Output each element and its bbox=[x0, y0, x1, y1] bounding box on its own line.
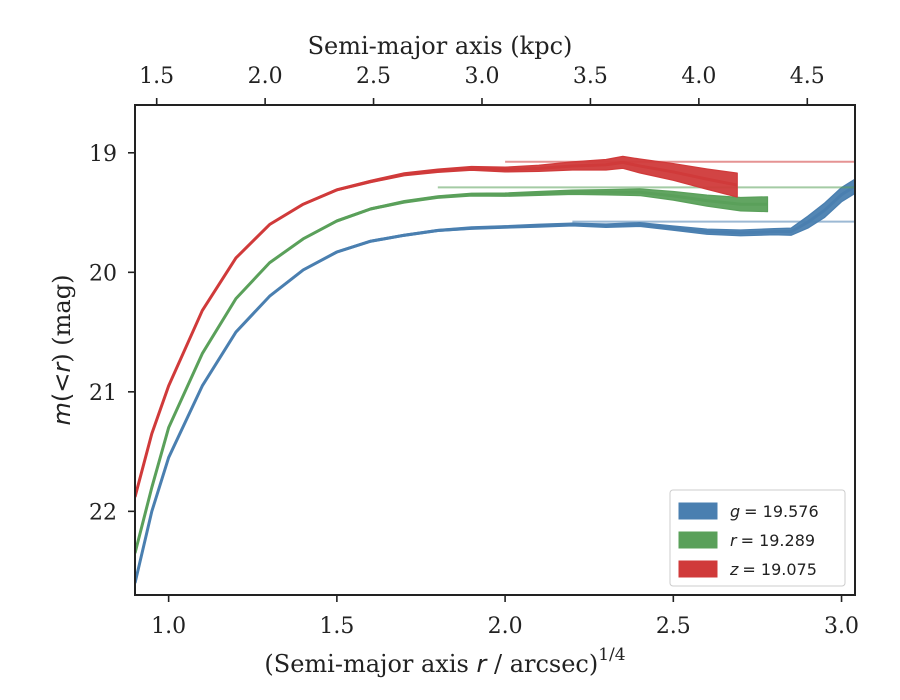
legend-label-r: r = 19.289 bbox=[730, 531, 815, 550]
line-g bbox=[135, 184, 855, 584]
x-tick-label-2: 2.0 bbox=[488, 614, 523, 639]
series-z bbox=[135, 155, 855, 499]
y-tick-label-0: 19 bbox=[89, 142, 117, 167]
series-g bbox=[135, 178, 855, 585]
legend-value-z: = 19.075 bbox=[742, 560, 816, 579]
top-tick-label-4: 3.5 bbox=[573, 64, 608, 89]
legend-swatch-z bbox=[678, 560, 718, 578]
y-axis-title-var2: r bbox=[48, 361, 76, 373]
legend-swatch-r bbox=[678, 531, 718, 549]
band-z bbox=[135, 155, 738, 499]
x-axis-title-suffix: / arcsec) bbox=[486, 650, 598, 678]
plot-area bbox=[135, 155, 855, 585]
y-tick-label-1: 20 bbox=[89, 261, 117, 286]
legend-value-g: = 19.576 bbox=[744, 502, 818, 521]
y-tick-label-3: 22 bbox=[89, 500, 117, 525]
y-tick-label-2: 21 bbox=[89, 381, 117, 406]
series-group bbox=[135, 155, 855, 585]
legend-var-z: z bbox=[729, 560, 739, 579]
legend-var-g: g bbox=[730, 502, 740, 521]
y-axis-title-suffix: ) (mag) bbox=[48, 275, 76, 363]
top-tick-label-1: 2.0 bbox=[248, 64, 283, 89]
top-axis-title: Semi-major axis (kpc) bbox=[308, 32, 573, 60]
x-axis-title-sup: 1/4 bbox=[598, 645, 625, 665]
top-tick-label-3: 3.0 bbox=[464, 64, 499, 89]
top-tick-label-6: 4.5 bbox=[790, 64, 825, 89]
top-tick-label-2: 2.5 bbox=[356, 64, 391, 89]
x-tick-label-0: 1.0 bbox=[151, 614, 186, 639]
x-axis-title-prefix: (Semi-major axis bbox=[264, 650, 476, 678]
legend-label-z: z = 19.075 bbox=[729, 560, 817, 579]
x-tick-label-4: 3.0 bbox=[824, 614, 859, 639]
top-tick-label-5: 4.0 bbox=[681, 64, 716, 89]
legend-var-r: r bbox=[730, 531, 738, 550]
y-axis-title-group: m(<r) (mag) bbox=[48, 275, 76, 426]
y-axis-title: m(<r) (mag) bbox=[48, 275, 76, 426]
top-tick-label-0: 1.5 bbox=[139, 64, 174, 89]
x-tick-label-1: 1.5 bbox=[319, 614, 354, 639]
legend-label-g: g = 19.576 bbox=[730, 502, 819, 521]
x-axis-title: (Semi-major axis r / arcsec)1/4 bbox=[264, 645, 625, 678]
plot-frame bbox=[134, 104, 856, 596]
legend-swatch-g bbox=[678, 502, 718, 520]
line-z bbox=[135, 160, 738, 498]
y-axis-title-mid: (< bbox=[48, 373, 76, 402]
x-axis-title-var: r bbox=[476, 650, 488, 678]
legend-value-r: = 19.289 bbox=[741, 531, 815, 550]
x-tick-label-3: 2.5 bbox=[656, 614, 691, 639]
axes: 1.0 1.5 2.0 2.5 3.0 19 20 21 22 1.5 2.0 2.5 3.0 3.5 4.… bbox=[48, 32, 859, 678]
series-r bbox=[135, 186, 855, 555]
y-axis-title-var: m bbox=[48, 402, 76, 425]
